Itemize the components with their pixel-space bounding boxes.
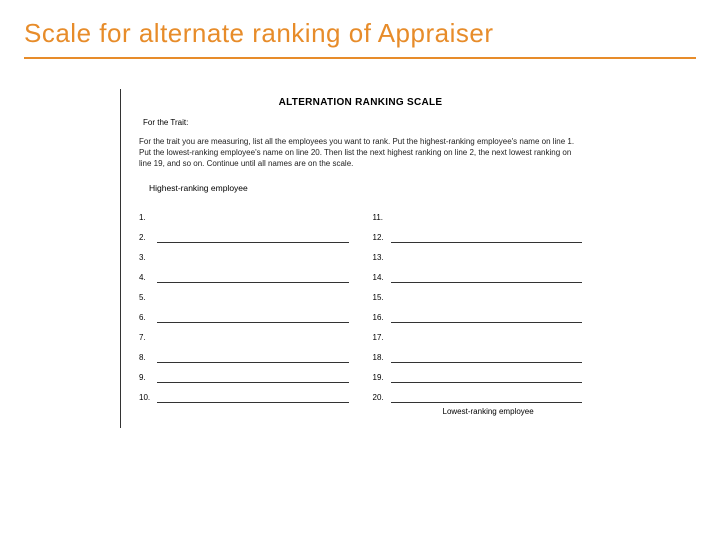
rank-number: 16. [373,313,391,323]
rank-row: 6. [139,303,349,323]
rank-blank [157,251,349,263]
rank-number: 8. [139,353,157,363]
rank-number: 2. [139,233,157,243]
rank-blank [391,251,583,263]
rank-row: 11. [373,203,583,223]
rank-number: 4. [139,273,157,283]
rank-line [157,271,349,283]
rank-number: 9. [139,373,157,383]
rank-row: 13. [373,243,583,263]
trait-label: For the Trait: [143,118,582,127]
rank-number: 11. [373,213,391,223]
rank-number: 14. [373,273,391,283]
rank-line [157,311,349,323]
rank-number: 3. [139,253,157,263]
rank-number: 19. [373,373,391,383]
rank-row: 15. [373,283,583,303]
rank-row: 7. [139,323,349,343]
rank-line [157,231,349,243]
rank-row: 3. [139,243,349,263]
rank-row: 12. [373,223,583,243]
rank-number: 13. [373,253,391,263]
rank-row: 9. [139,363,349,383]
rank-blank [157,331,349,343]
rank-line [391,231,583,243]
rank-blank [391,211,583,223]
ranking-columns: 1. 2. 3. 4. 5. 6. 7. 8. 9. 10. 11. 12. 13. 14. 15. 16.… [139,203,582,416]
form-heading: ALTERNATION RANKING SCALE [139,97,582,108]
rank-row: 8. [139,343,349,363]
rank-number: 7. [139,333,157,343]
rank-row: 17. [373,323,583,343]
slide-title: Scale for alternate ranking of Appraiser [24,18,696,59]
rank-number: 20. [373,393,391,403]
rank-row: 19. [373,363,583,383]
rank-number: 5. [139,293,157,303]
rank-line [157,391,349,403]
highest-ranking-label: Highest-ranking employee [149,183,582,193]
rank-number: 18. [373,353,391,363]
rank-number: 6. [139,313,157,323]
rank-row: 10. [139,383,349,403]
rank-row: 2. [139,223,349,243]
instructions-text: For the trait you are measuring, list al… [139,137,582,169]
rank-blank [157,291,349,303]
rank-line [391,391,583,403]
rank-number: 12. [373,233,391,243]
rank-row: 14. [373,263,583,283]
rank-line [391,371,583,383]
rank-row: 5. [139,283,349,303]
rank-line [157,351,349,363]
rank-blank [157,211,349,223]
left-column: 1. 2. 3. 4. 5. 6. 7. 8. 9. 10. [139,203,349,416]
rank-blank [391,331,583,343]
rank-line [391,271,583,283]
form-container: ALTERNATION RANKING SCALE For the Trait:… [120,89,600,428]
rank-number: 15. [373,293,391,303]
rank-row: 1. [139,203,349,223]
rank-row: 16. [373,303,583,323]
rank-line [157,371,349,383]
rank-number: 1. [139,213,157,223]
rank-number: 17. [373,333,391,343]
rank-number: 10. [139,393,157,403]
rank-line [391,351,583,363]
rank-row: 20. [373,383,583,403]
rank-line [391,311,583,323]
right-column: 11. 12. 13. 14. 15. 16. 17. 18. 19. 20. Lowest-ran… [373,203,583,416]
lowest-ranking-label: Lowest-ranking employee [443,407,583,416]
rank-blank [391,291,583,303]
rank-row: 4. [139,263,349,283]
rank-row: 18. [373,343,583,363]
